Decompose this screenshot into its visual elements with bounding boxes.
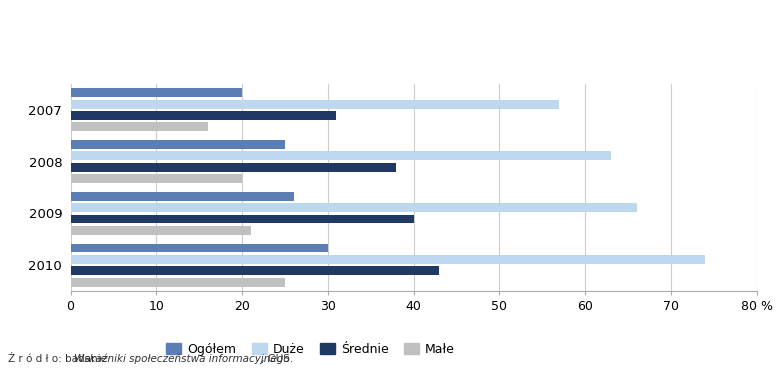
Text: Ź r ó d ł o: badanie: Ź r ó d ł o: badanie	[8, 354, 110, 364]
Bar	[71, 140, 285, 149]
Bar	[71, 255, 705, 264]
Bar	[71, 203, 637, 212]
Bar	[71, 111, 336, 120]
Text: Wskaźniki społeczeństwa informacyjnego: Wskaźniki społeczeństwa informacyjnego	[74, 353, 290, 364]
Bar	[71, 100, 559, 109]
Bar	[71, 192, 293, 201]
Text: DOSTĘP DO INTERNETU PRZEZ ŁĄCZA BEZPRZEWODOWE WĄSKO- LUB SZEROKOPASMOWE: DOSTĘP DO INTERNETU PRZEZ ŁĄCZA BEZPRZEW…	[10, 18, 590, 27]
Legend: Ogółem, Duże, Średnie, Małe: Ogółem, Duże, Średnie, Małe	[166, 343, 455, 356]
Text: W PRZEDSIĘBIORSTWACH WEDŁUG WIELKOŚCI: W PRZEDSIĘBIORSTWACH WEDŁUG WIELKOŚCI	[10, 50, 308, 62]
Bar	[71, 163, 397, 172]
Bar	[71, 122, 208, 131]
Bar	[71, 266, 439, 275]
Text: , GUS.: , GUS.	[261, 354, 293, 364]
Bar	[71, 278, 285, 286]
Bar	[71, 226, 251, 235]
Bar	[71, 214, 414, 223]
Bar	[71, 88, 242, 97]
Bar	[71, 174, 242, 183]
Bar	[71, 151, 611, 160]
Bar	[71, 244, 328, 253]
